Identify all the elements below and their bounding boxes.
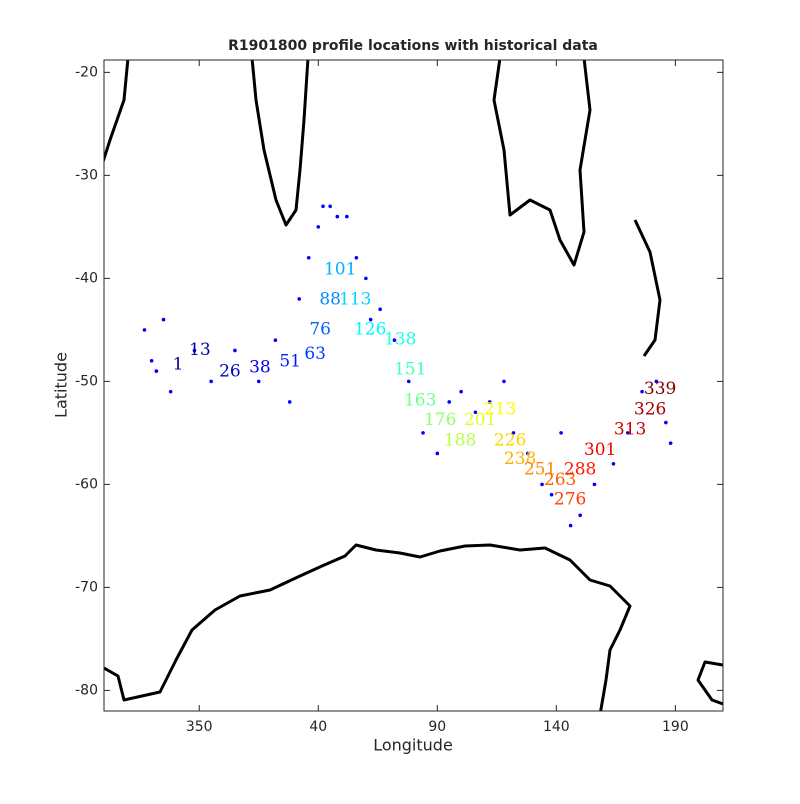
historical-point	[345, 214, 349, 219]
profile-label: 213	[484, 400, 516, 420]
historical-point	[328, 204, 332, 209]
y-tick-label: -40	[75, 270, 98, 286]
historical-point	[502, 379, 506, 384]
plot-area	[104, 60, 723, 711]
x-axis-label: Longitude	[373, 736, 453, 755]
historical-point	[473, 410, 478, 415]
x-tick-label: 90	[428, 719, 446, 735]
profile-label: 51	[279, 351, 301, 371]
historical-point	[378, 307, 382, 312]
historical-point	[287, 400, 292, 404]
historical-point	[297, 297, 302, 301]
historical-point	[421, 431, 425, 435]
historical-point	[611, 461, 616, 466]
profile-label: 163	[404, 390, 436, 410]
historical-point	[578, 513, 582, 518]
historical-point	[316, 225, 321, 229]
y-tick-label: -30	[75, 167, 98, 183]
historical-point	[559, 431, 563, 435]
historical-point	[511, 431, 516, 435]
profile-label: 138	[384, 330, 416, 350]
profile-label: 226	[494, 431, 526, 451]
profile-label: 339	[644, 379, 676, 399]
historical-point	[592, 482, 597, 487]
y-tick-label: -60	[75, 476, 98, 492]
historical-point	[209, 379, 213, 384]
profile-label: 313	[614, 419, 646, 439]
coastline	[633, 219, 662, 357]
profile-label: 151	[394, 360, 426, 380]
y-axis-label: Latitude	[52, 352, 71, 418]
profile-label: 63	[304, 344, 326, 364]
historical-point	[273, 338, 278, 342]
historical-point	[625, 431, 630, 435]
historical-point	[654, 379, 659, 384]
profile-label: 288	[564, 459, 596, 479]
profile-label: 201	[464, 410, 496, 430]
historical-point	[668, 441, 673, 445]
x-tick-label: 40	[309, 719, 327, 735]
profile-label: 26	[219, 362, 241, 382]
profile-label: 113	[339, 290, 371, 310]
historical-point	[459, 389, 463, 394]
historical-point	[335, 214, 340, 219]
historical-point	[568, 523, 573, 528]
profile-label: 88	[319, 290, 341, 310]
axes-box	[103, 59, 724, 712]
historical-point	[142, 328, 147, 332]
profile-label: 326	[634, 400, 666, 420]
profile-label: 301	[584, 440, 616, 460]
x-tick-label: 350	[186, 719, 213, 735]
profile-label: 101	[324, 260, 356, 280]
coastline	[492, 60, 592, 267]
historical-point	[640, 389, 644, 394]
historical-point	[192, 348, 197, 353]
profile-label: 263	[544, 470, 576, 490]
coastline	[104, 60, 130, 164]
historical-point	[364, 276, 368, 281]
coastline	[696, 660, 723, 706]
x-tick-label: 190	[662, 719, 689, 735]
x-tick-label: 140	[543, 719, 570, 735]
historical-point	[487, 400, 492, 404]
historical-point	[406, 379, 411, 384]
historical-point	[392, 338, 397, 342]
profile-label: 1	[173, 354, 184, 374]
historical-point	[168, 389, 173, 394]
historical-point	[549, 492, 554, 497]
profile-label: 126	[354, 319, 386, 339]
historical-point	[664, 420, 668, 425]
profile-label: 76	[309, 319, 331, 339]
profile-label: 176	[424, 410, 456, 430]
profile-label: 38	[249, 357, 271, 377]
coastlines	[104, 60, 723, 711]
profile-label: 238	[504, 449, 536, 469]
y-tick-label: -50	[75, 373, 98, 389]
chart-title: R1901800 profile locations with historic…	[228, 38, 598, 54]
coastline	[104, 543, 632, 711]
profile-label: 276	[554, 489, 586, 509]
y-tick-label: -70	[75, 579, 98, 595]
historical-point	[368, 317, 373, 322]
y-tick-label: -20	[75, 64, 98, 80]
coastline	[250, 60, 310, 227]
historical-point	[540, 482, 544, 487]
profile-label: 13	[189, 340, 211, 360]
historical-point	[233, 348, 237, 353]
historical-point	[154, 369, 159, 373]
historical-point	[149, 358, 154, 363]
historical-point	[161, 317, 166, 322]
historical-point	[306, 255, 311, 260]
historical-point	[321, 204, 325, 209]
historical-point	[435, 451, 440, 456]
historical-point	[354, 255, 359, 260]
historical-point	[256, 379, 261, 384]
historical-point	[525, 451, 530, 456]
y-tick-label: -80	[75, 682, 98, 698]
historical-point	[447, 400, 452, 404]
profile-label: 251	[524, 459, 556, 479]
profile-label: 188	[444, 431, 476, 451]
